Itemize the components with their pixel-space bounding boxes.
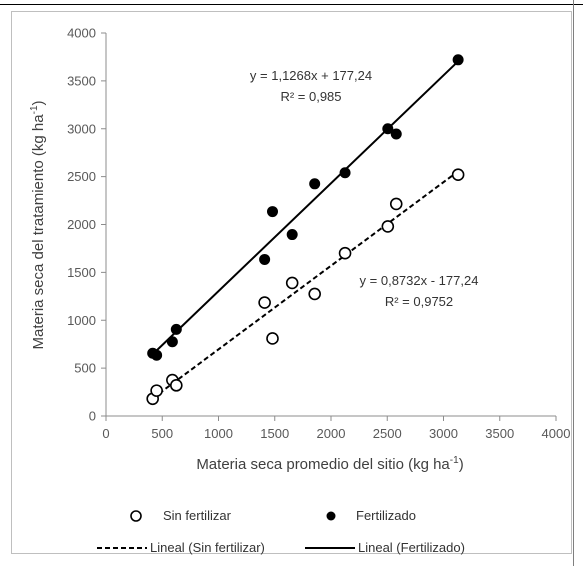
- x-tick-label: 1000: [204, 426, 233, 441]
- axes: [101, 32, 557, 421]
- point-fertilizado: [390, 128, 402, 140]
- x-tick-label: 1500: [260, 426, 289, 441]
- y-tick-label: 500: [74, 361, 96, 376]
- point-fertilizado: [339, 167, 351, 179]
- y-tick-label: 2000: [67, 217, 96, 232]
- y-tick-label: 1500: [67, 265, 96, 280]
- point-fertilizado: [170, 323, 182, 335]
- point-sin-fertilizar: [170, 379, 183, 392]
- x-tick-label: 2500: [373, 426, 402, 441]
- point-sin-fertilizar: [389, 197, 403, 211]
- point-fertilizado: [267, 206, 278, 218]
- point-fertilizado: [286, 229, 298, 241]
- y-tick-label: 2500: [67, 169, 96, 184]
- x-tick-label: 500: [151, 426, 173, 441]
- legend-label-lineal-sin-fertilizar: Lineal (Sin fertilizar): [150, 540, 265, 555]
- trendlines: [151, 60, 459, 400]
- legend: Sin fertilizar Fertilizado Lineal (Sin f…: [97, 508, 465, 555]
- x-tick-label: 0: [102, 426, 109, 441]
- right-border-line: [573, 0, 574, 566]
- point-fertilizado: [151, 349, 163, 361]
- trendline-fertilizado: [151, 60, 459, 355]
- point-sin-fertilizar: [258, 296, 271, 309]
- fertilizado-r2: R² = 0,985: [280, 89, 341, 104]
- x-tick-label: 3500: [485, 426, 514, 441]
- point-sin-fertilizar: [308, 287, 321, 301]
- x-tick-label: 2000: [317, 426, 346, 441]
- legend-marker-fertilizado: [326, 511, 336, 521]
- point-sin-fertilizar: [150, 384, 163, 397]
- y-tick-label: 3500: [67, 73, 96, 88]
- point-fertilizado: [382, 123, 394, 135]
- point-fertilizado: [309, 178, 321, 190]
- point-sin-fertilizar: [451, 168, 465, 182]
- point-fertilizado: [259, 253, 271, 265]
- point-fertilizado: [166, 336, 178, 348]
- y-axis-label: Materia seca del tratamiento (kg ha-1): [29, 100, 47, 349]
- y-tick-label: 4000: [67, 26, 96, 41]
- point-sin-fertilizar: [285, 276, 299, 290]
- y-tick-label: 3000: [67, 121, 96, 136]
- point-fertilizado: [452, 54, 464, 66]
- x-tick-label: 4000: [542, 426, 571, 441]
- y-tick-label: 0: [89, 409, 96, 424]
- fertilizado-equation: y = 1,1268x + 177,24: [250, 68, 372, 83]
- y-tick-label: 1000: [67, 313, 96, 328]
- sin-fertilizar-equation: y = 0,8732x - 177,24: [360, 273, 479, 288]
- tick-labels: 0 500 1000 1500 2000 2500 3000 3500 4000 0 500 1000…: [67, 26, 570, 442]
- top-border-line: [0, 4, 583, 5]
- x-axis-label: Materia seca promedio del sitio (kg ha-1…: [196, 455, 463, 473]
- data-points: [146, 54, 465, 406]
- point-sin-fertilizar: [338, 246, 352, 260]
- point-sin-fertilizar: [266, 332, 279, 345]
- legend-label-sin-fertilizar: Sin fertilizar: [163, 508, 232, 523]
- legend-label-lineal-fertilizado: Lineal (Fertilizado): [358, 540, 465, 555]
- legend-label-fertilizado: Fertilizado: [356, 508, 416, 523]
- sin-fertilizar-r2: R² = 0,9752: [385, 294, 453, 309]
- x-tick-label: 3000: [429, 426, 458, 441]
- legend-marker-sin-fertilizar: [130, 510, 142, 522]
- point-sin-fertilizar: [381, 220, 395, 233]
